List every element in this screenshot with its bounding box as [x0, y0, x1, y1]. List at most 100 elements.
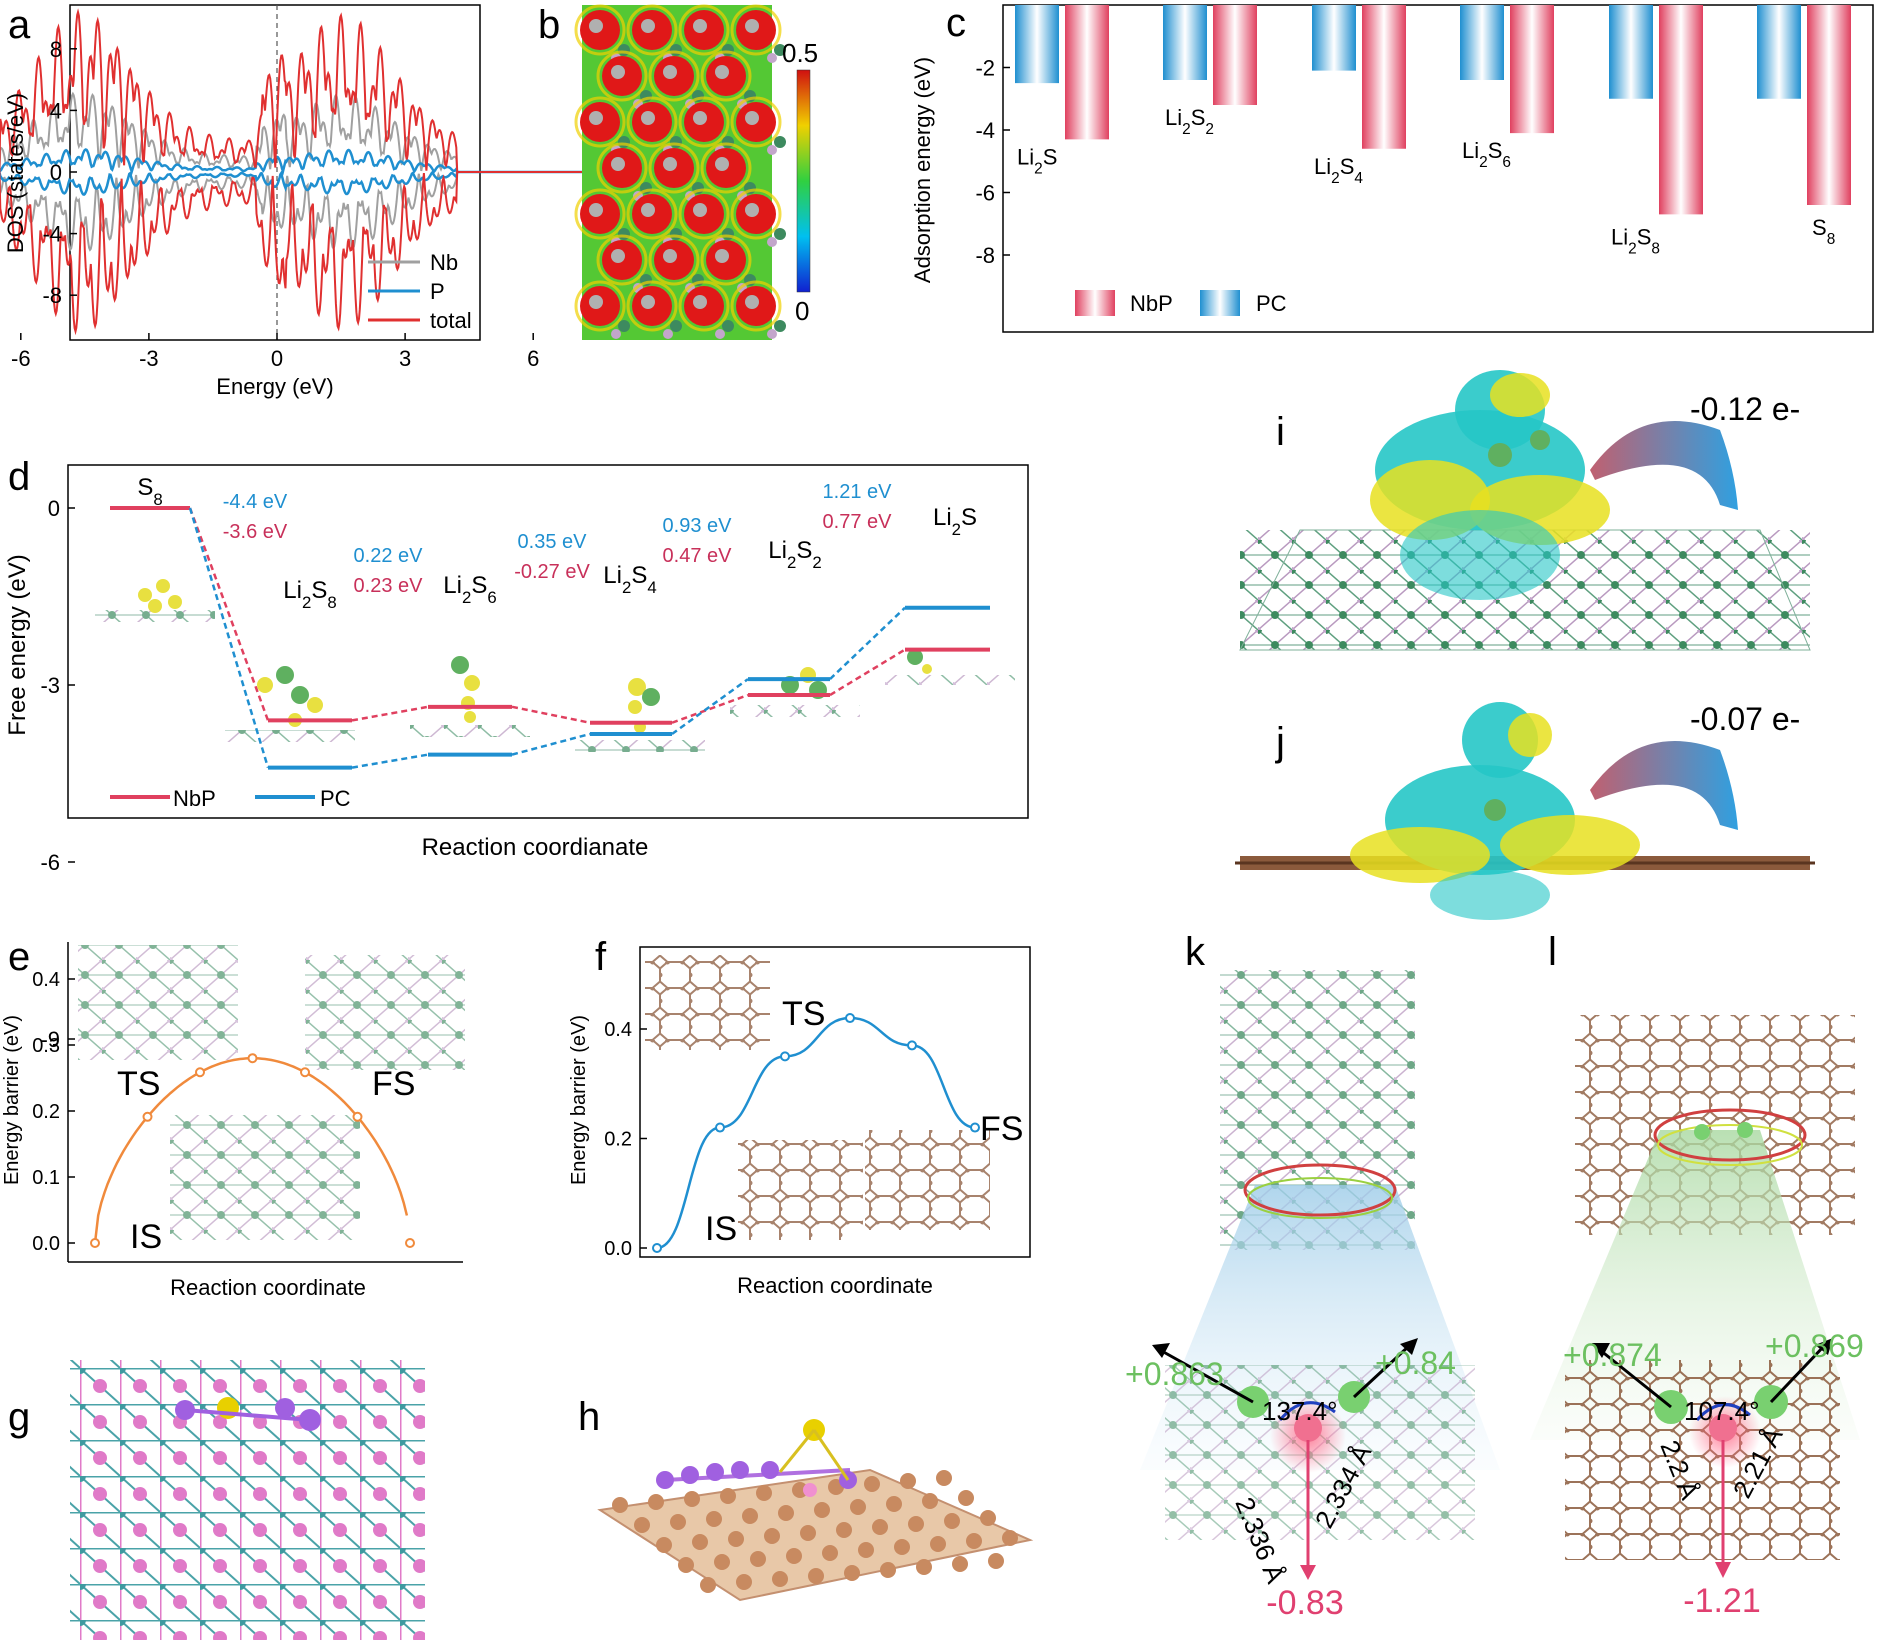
li-small-l-1: [1694, 1124, 1710, 1140]
panel-e: e 0.0 0.1 0.2 0.3 0.4 TS FS IS Reaction coor…: [1, 935, 465, 1300]
category-label: S8: [1812, 215, 1835, 248]
panel-i: i -0.12 e-: [1239, 370, 1811, 651]
label-ts-f: TS: [782, 995, 825, 1033]
nbp-connector: [188, 507, 270, 721]
panel-e-ticks: 0.0 0.1 0.2 0.3 0.4: [32, 969, 75, 1255]
panel-e-point: [405, 1238, 415, 1248]
charge-value-j: -0.07 e-: [1690, 701, 1800, 737]
panel-f-ticks: 0.0 0.2 0.4: [604, 1019, 647, 1260]
panel-c-frame: [1002, 4, 1874, 333]
panel-a-ytick: 8: [50, 37, 62, 62]
pc-step-label: 1.21 eV: [823, 481, 893, 503]
nbp-step-label: 0.23 eV: [354, 575, 424, 597]
panel-letter-c: c: [946, 1, 966, 45]
nbp-step-label: 0.77 eV: [823, 511, 893, 533]
panel-e-ylabel: Energy barrier (eV): [1, 1015, 23, 1185]
panel-a-xtick: 3: [399, 346, 411, 371]
panel-letter-l: l: [1548, 930, 1557, 974]
label-is-f: IS: [705, 1210, 737, 1248]
panel-l: l +0.874 +0.869 107.4° 2.2 Å 2.21 Å -1.2…: [1530, 930, 1864, 1620]
bar-pc: [1757, 5, 1801, 99]
panel-d-ticks: 0 -3 -6 -9: [40, 496, 75, 1052]
panel-e-plot: [90, 1053, 415, 1248]
panel-a-ytick: 4: [50, 98, 62, 123]
state-label: Li2S6: [443, 572, 496, 607]
panel-e-ytick: 0.1: [32, 1167, 60, 1189]
panel-f-point: [780, 1051, 790, 1062]
legend-total: total: [430, 308, 472, 333]
panel-a-xtick: -3: [139, 346, 159, 371]
bar-nbp: [1213, 5, 1257, 105]
panel-c-ytick: -6: [975, 181, 995, 206]
panel-letter-b: b: [538, 3, 560, 47]
li-small-l-2: [1737, 1122, 1753, 1138]
panel-e-point: [247, 1053, 258, 1064]
panel-a-ytick: -4: [42, 222, 62, 247]
bar-nbp: [1362, 5, 1406, 149]
label-ts-e: TS: [117, 1065, 160, 1103]
bar-pc: [1609, 5, 1653, 99]
pc-step-label: 0.22 eV: [354, 545, 424, 567]
panel-f-point: [845, 1013, 855, 1024]
panel-c-legend: NbP PC: [1075, 290, 1287, 316]
bar-nbp: [1065, 5, 1109, 140]
bar-nbp: [1807, 5, 1851, 205]
charge-transfer-arrow-j: [1590, 741, 1738, 830]
category-label: Li2S: [1017, 144, 1057, 177]
panel-a-legend: Nb P total: [368, 250, 472, 333]
pc-connector: [829, 606, 906, 681]
panel-e-ytick: 0.4: [32, 969, 60, 991]
legend-p: P: [430, 279, 445, 304]
panel-c-ytick: -2: [975, 56, 995, 81]
panel-d-ytick: -3: [40, 673, 60, 698]
arrowhead-right-k: [1400, 1338, 1418, 1355]
panel-c-ytick: -4: [975, 118, 995, 143]
pc-step-label: 0.35 eV: [518, 531, 588, 553]
panel-letter-k: k: [1185, 930, 1206, 974]
charge-left-l: +0.874: [1563, 1337, 1662, 1373]
nbp-connector: [511, 705, 591, 724]
panel-c: c Li2S Li2S2 Li2S4 Li2S6 Li2S8 S8 -2 -4 -6 -8 Ad…: [910, 1, 1874, 333]
nbp-step-label: 0.47 eV: [663, 545, 733, 567]
bar-pc: [1460, 5, 1504, 80]
is-structure-e: [170, 1115, 360, 1240]
pc-connector: [351, 753, 429, 769]
charge-right-l: +0.869: [1765, 1328, 1864, 1364]
panel-c-ytick: -8: [975, 243, 995, 268]
category-label: Li2S6: [1462, 138, 1511, 171]
charge-density-isosurface-j: [1350, 702, 1640, 920]
adsorption-ring-k-inner: [1247, 1177, 1393, 1219]
panel-letter-h: h: [578, 1395, 600, 1439]
arrowhead-down-k: [1300, 1565, 1316, 1580]
panel-e-xlabel: Reaction coordinate: [170, 1275, 366, 1300]
arrowhead-left-l: [1592, 1343, 1610, 1358]
angle-arc-l: [1695, 1403, 1751, 1422]
pc-connector: [511, 732, 591, 756]
pc-step-label: 0.93 eV: [663, 515, 733, 537]
angle-arc-k: [1278, 1401, 1336, 1421]
panel-d-ytick: -6: [40, 850, 60, 875]
panel-d-legend: NbP PC: [110, 786, 351, 811]
panel-letter-d: d: [8, 455, 30, 499]
adsorbate-h: [656, 1419, 857, 1497]
panel-j: j -0.07 e-: [1235, 701, 1815, 920]
charge-bottom-l: -1.21: [1683, 1582, 1761, 1620]
category-label: Li2S4: [1314, 154, 1363, 187]
panel-a-xtick: 6: [527, 346, 539, 371]
adsorption-ring-k: [1243, 1163, 1397, 1217]
panel-f: f 0.0 0.2 0.4 TS FS IS Reaction coordinate…: [568, 935, 1031, 1298]
label-is-e: IS: [130, 1218, 162, 1256]
panel-e-point: [195, 1067, 205, 1078]
panel-letter-j: j: [1275, 720, 1285, 764]
charge-density-isosurface-i: [1370, 370, 1610, 600]
panel-e-point: [300, 1067, 310, 1078]
panel-a: a -6 -3 0 3 6 8 4 0 -4 -8 Energy (eV) DOS (states…: [0, 3, 598, 399]
is-structure-f: [738, 1140, 863, 1240]
panel-f-ytick: 0.4: [604, 1019, 632, 1041]
label-fs-e: FS: [372, 1065, 415, 1103]
adsorption-ring-l-inner: [1657, 1124, 1803, 1166]
legend-nb: Nb: [430, 250, 458, 275]
pc-connector: [188, 507, 270, 768]
panel-letter-a: a: [8, 3, 31, 47]
